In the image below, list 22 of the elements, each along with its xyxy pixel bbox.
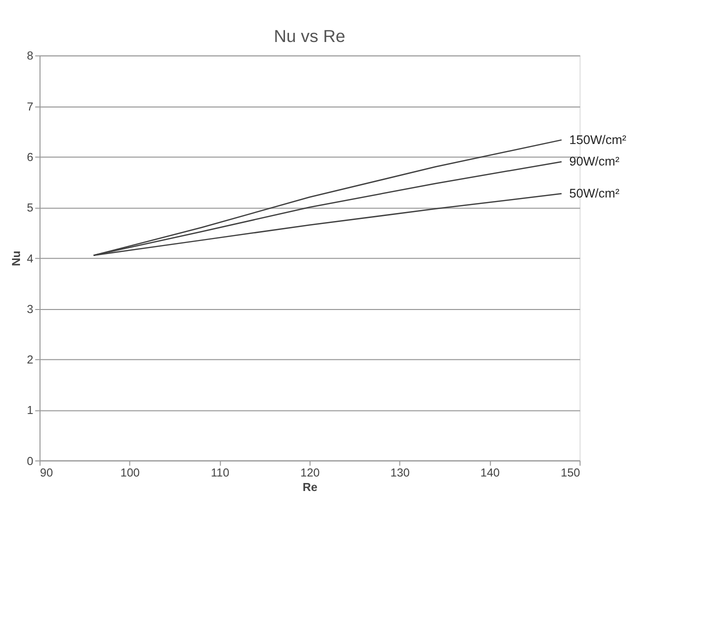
x-tick-label: 140 (480, 467, 500, 480)
x-tick-label: 130 (390, 467, 410, 480)
x-tick-label: 120 (300, 467, 320, 480)
y-tick-label: 7 (26, 101, 34, 114)
x-axis-title: Re (302, 482, 318, 494)
series-label: 150W/cm² (569, 132, 626, 147)
y-tick-label: 1 (26, 405, 34, 418)
series-label: 50W/cm² (569, 186, 620, 200)
x-tick-label: 90 (40, 467, 53, 480)
x-tick-label: 100 (120, 467, 140, 480)
y-tick-label: 0 (26, 456, 34, 468)
y-tick-label: 6 (26, 152, 34, 164)
y-tick-label: 2 (26, 354, 34, 367)
series-label: 90W/cm² (569, 154, 620, 169)
y-tick-label: 4 (26, 253, 34, 266)
y-tick-label: 3 (26, 304, 34, 316)
y-axis-title: Nu (11, 250, 24, 266)
y-tick-label: 8 (26, 50, 34, 63)
chart-title: Nu vs Re (274, 26, 346, 46)
y-tick-label: 5 (26, 202, 34, 215)
x-tick-label: 110 (210, 467, 230, 480)
x-tick-label: 150 (560, 467, 580, 480)
